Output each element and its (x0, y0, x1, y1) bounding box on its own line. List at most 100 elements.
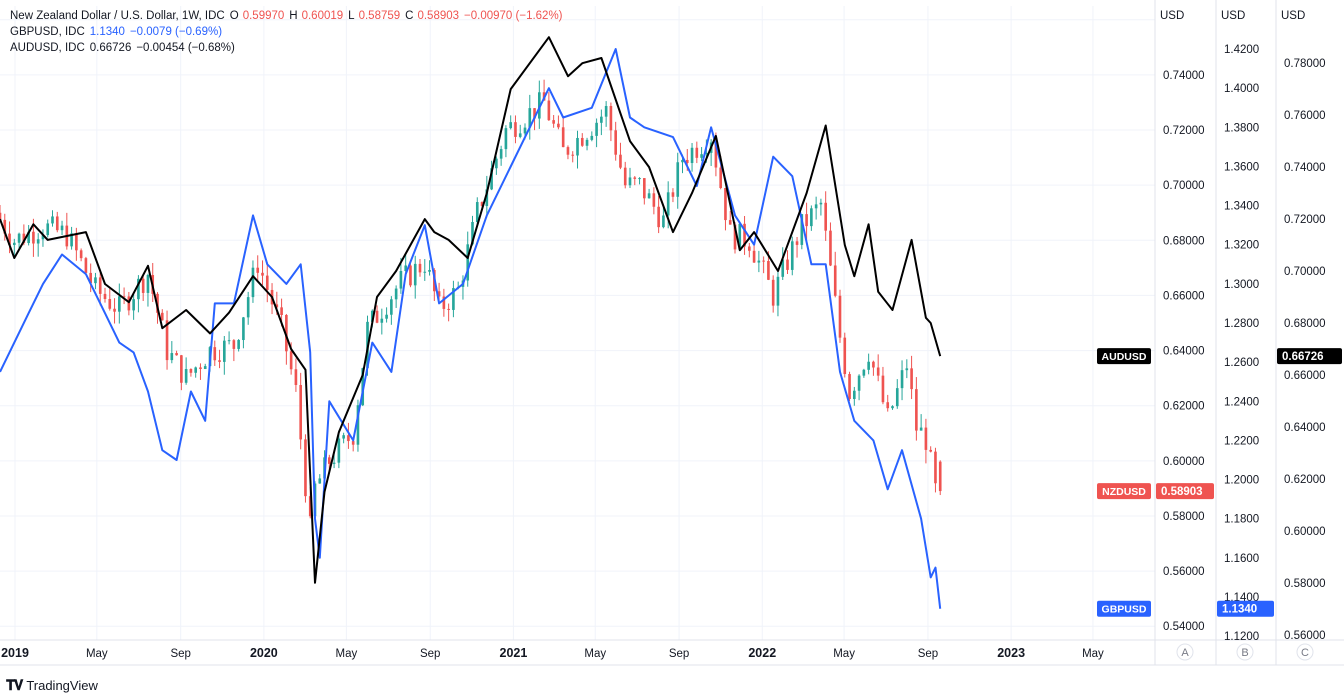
candle-body (447, 308, 450, 310)
scale-letter: C (1301, 647, 1309, 659)
candle-body (662, 215, 665, 228)
candle-body (227, 340, 231, 342)
candle-body (89, 272, 92, 284)
scale-toggle-b (1236, 643, 1254, 661)
y-tick-label: 1.1200 (1224, 631, 1259, 643)
candle-body (714, 142, 718, 168)
candle-body (571, 154, 575, 156)
candle-body (666, 192, 670, 216)
y-tick-label: 1.1800 (1224, 514, 1259, 526)
candle-body (84, 258, 88, 273)
y-tick-label: 0.70000 (1284, 266, 1326, 278)
candle-body (724, 188, 727, 221)
candle-body (619, 154, 622, 168)
y-tick-label: 1.2200 (1224, 435, 1259, 447)
candle-body (561, 127, 565, 148)
scale-b-unit: USD (1221, 10, 1245, 22)
gbpusd-price-value: 1.1340 (1222, 604, 1257, 616)
y-tick-label: 1.3000 (1224, 279, 1259, 291)
candle-body (881, 375, 885, 403)
x-tick-label: Sep (420, 648, 440, 660)
legend-low: 0.58759 (358, 10, 401, 22)
x-tick-label: 2019 (1, 646, 29, 660)
y-tick-label: 0.54000 (1163, 621, 1205, 633)
candle-body (557, 123, 560, 128)
candle-body (924, 427, 928, 450)
scale-toggle-c (1296, 643, 1314, 661)
candle-body (318, 478, 322, 484)
candle-body (13, 242, 16, 246)
candle-body (748, 246, 751, 251)
candle-body (165, 320, 169, 361)
candle-body (399, 270, 403, 289)
y-tick-label: 0.68000 (1163, 235, 1205, 247)
candle-body (60, 225, 64, 231)
legend-row-aud: AUDUSD, IDC 0.66726 −0.00454 (−0.68%) (10, 40, 563, 56)
candle-body (299, 385, 302, 440)
candle-body (261, 272, 264, 276)
candle-body (752, 250, 756, 263)
y-tick-label: 1.2000 (1224, 475, 1259, 487)
candle-body (886, 402, 890, 409)
candle-body (576, 137, 579, 156)
branding-text: TradingView (26, 677, 98, 693)
candle-body (285, 315, 288, 352)
legend-aud-value: 0.66726 (89, 42, 132, 54)
candle-body (127, 296, 131, 311)
candle-body (633, 177, 637, 179)
x-tick-label: 2021 (500, 646, 528, 660)
y-tick-label: 1.2400 (1224, 396, 1259, 408)
candle-body (141, 278, 145, 293)
branding[interactable]: 𝐓𝐕 TradingView (6, 675, 98, 695)
legend-gbp-name: GBPUSD, IDC (10, 26, 85, 38)
chart-legend: New Zealand Dollar / U.S. Dollar, 1W, ID… (10, 8, 563, 56)
candle-body (17, 233, 21, 243)
candle-body (280, 307, 283, 316)
candle-body (628, 177, 632, 186)
candle-body (356, 405, 360, 445)
candle-body (146, 275, 150, 293)
candle-body (800, 214, 804, 245)
candle-body (547, 100, 551, 121)
candle-body (652, 193, 656, 207)
candle-body (108, 298, 112, 309)
candle-body (79, 250, 83, 259)
x-tick-label: Sep (918, 648, 938, 660)
candle-body (810, 208, 813, 227)
candle-body (862, 369, 866, 376)
candle-body (328, 457, 331, 464)
y-tick-label: 0.58000 (1284, 578, 1326, 590)
x-tick-label: May (86, 648, 108, 660)
scale-c-unit: USD (1281, 10, 1305, 22)
nzdusd-price-tag (1156, 483, 1214, 500)
candle-body (790, 241, 794, 270)
candle-body (781, 259, 785, 277)
candle-body (184, 369, 188, 383)
candle-body (590, 135, 594, 140)
candle-body (32, 231, 35, 244)
candle-body (294, 369, 298, 386)
audusd-line (0, 36, 942, 584)
nzdusd-name-label: NZDUSD (1102, 486, 1146, 498)
candle-body (160, 312, 164, 321)
gbpusd-line (0, 48, 942, 609)
legend-row-gbp: GBPUSD, IDC 1.1340 −0.0079 (−0.69%) (10, 24, 563, 40)
candle-body (94, 277, 97, 284)
candle-body (824, 202, 827, 231)
y-tick-label: 1.4200 (1224, 44, 1259, 56)
candle-body (452, 288, 455, 310)
candle-body (643, 178, 646, 199)
legend-open: 0.59970 (242, 10, 285, 22)
scale-letter: B (1241, 647, 1248, 659)
legend-high: 0.60019 (301, 10, 344, 22)
candle-body (132, 299, 135, 311)
legend-close: 0.58903 (417, 10, 460, 22)
candle-body (46, 223, 50, 236)
candle-body (838, 295, 842, 338)
y-tick-label: 1.4000 (1224, 83, 1259, 95)
candle-body (676, 162, 680, 197)
y-tick-label: 0.74000 (1284, 162, 1326, 174)
candle-body (919, 427, 923, 431)
candle-body (538, 92, 541, 119)
